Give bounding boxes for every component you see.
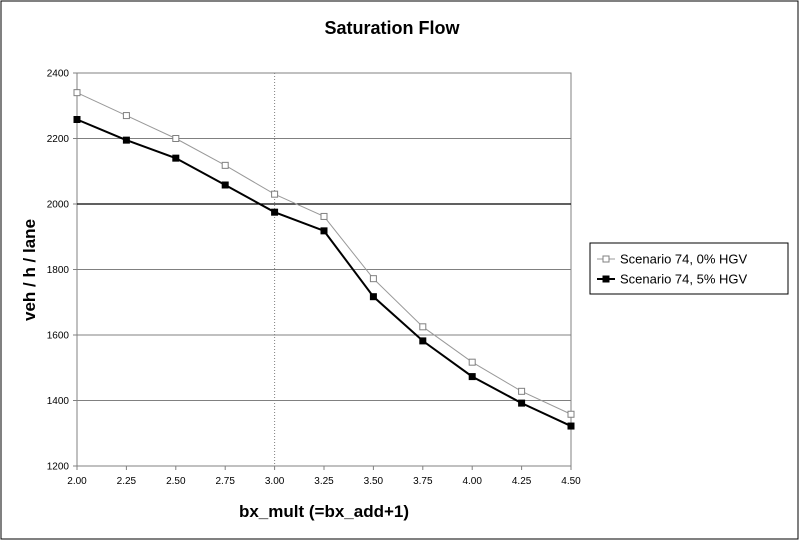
- data-point: [271, 190, 279, 198]
- legend-marker: [602, 255, 610, 263]
- data-point: [73, 89, 81, 97]
- data-point: [468, 358, 476, 366]
- legend: Scenario 74, 0% HGV Scenario 74, 5% HGV: [589, 242, 789, 295]
- series-1: [73, 89, 575, 418]
- data-point: [271, 208, 279, 216]
- data-point: [122, 136, 130, 144]
- series-2: [73, 116, 575, 430]
- y-tick-label: 2000: [47, 200, 70, 211]
- x-axis-title: bx_mult (=bx_add+1): [239, 502, 409, 521]
- x-tick-label: 2.00: [67, 476, 87, 487]
- y-tick-label: 2200: [47, 134, 70, 145]
- y-tick-label: 2400: [47, 69, 70, 80]
- x-tick-label: 3.00: [265, 476, 285, 487]
- x-tick-label: 3.50: [364, 476, 384, 487]
- data-point: [320, 212, 328, 220]
- data-point: [468, 373, 476, 381]
- y-tick-label: 1200: [47, 462, 70, 473]
- y-axis-title: veh / h / lane: [20, 219, 39, 321]
- data-point: [369, 275, 377, 283]
- chart-title: Saturation Flow: [325, 18, 461, 38]
- y-tick-label: 1600: [47, 331, 70, 342]
- x-tick-label: 2.75: [215, 476, 235, 487]
- data-point: [172, 135, 180, 142]
- legend-label: Scenario 74, 0% HGV: [620, 252, 748, 267]
- data-point: [221, 181, 229, 189]
- reference-lines: [77, 73, 571, 466]
- data-point: [369, 293, 377, 301]
- data-point: [518, 399, 526, 407]
- x-tick-label: 2.25: [117, 476, 137, 487]
- data-point: [172, 154, 180, 162]
- legend-item: Scenario 74, 0% HGV: [597, 252, 748, 267]
- series-layer: [73, 89, 575, 430]
- data-point: [320, 227, 328, 235]
- x-tick-label: 4.25: [512, 476, 532, 487]
- legend-label: Scenario 74, 5% HGV: [620, 272, 748, 287]
- x-tick-label: 3.25: [314, 476, 334, 487]
- data-point: [518, 387, 526, 395]
- data-point: [221, 161, 229, 169]
- data-point: [73, 116, 81, 124]
- x-tick-label: 4.00: [462, 476, 482, 487]
- data-point: [419, 337, 427, 345]
- legend-marker: [602, 275, 610, 283]
- data-point: [419, 323, 427, 331]
- gridlines: [77, 138, 571, 401]
- legend-item: Scenario 74, 5% HGV: [597, 272, 748, 287]
- y-tick-label: 1400: [47, 396, 70, 407]
- data-point: [122, 112, 130, 120]
- legend-box: [589, 242, 789, 295]
- x-tick-label: 2.50: [166, 476, 186, 487]
- x-axis-ticks: 2.00 2.25 2.50 2.75 3.00 3.25 3.50 3.75 4.00 4.25…: [67, 466, 581, 487]
- y-tick-label: 1800: [47, 265, 70, 276]
- data-point: [567, 410, 575, 418]
- x-tick-label: 3.75: [413, 476, 433, 487]
- x-tick-label: 4.50: [561, 476, 581, 487]
- y-axis-ticks: 1200 1400 1600 1800 2000 2200 2400: [47, 69, 77, 473]
- data-point: [567, 422, 575, 430]
- legend-items: Scenario 74, 0% HGV Scenario 74, 5% HGV: [597, 252, 748, 287]
